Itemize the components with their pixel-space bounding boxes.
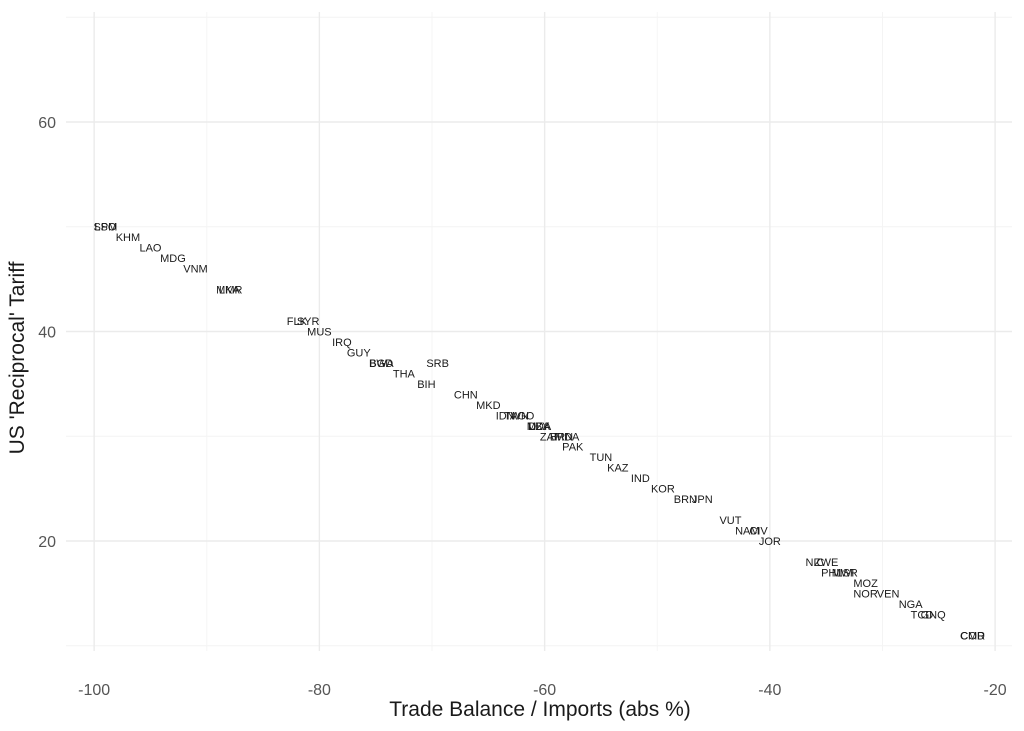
y-tick-label: 60 — [38, 115, 56, 132]
point-label-lso: LSO — [94, 222, 116, 234]
point-label-dza: DZA — [528, 421, 551, 433]
point-label-spm: SPM — [93, 222, 117, 234]
point-label-vut: VUT — [719, 515, 741, 527]
point-label-tcd: TCD — [911, 609, 934, 621]
point-label-srb: SRB — [426, 358, 449, 370]
x-tick-label: -60 — [533, 682, 556, 699]
point-label-flk: FLK — [287, 316, 308, 328]
point-label-phl: PHL — [821, 567, 842, 579]
point-label-nic: NIC — [805, 557, 824, 569]
point-label-brn: BRN — [674, 494, 697, 506]
point-label-vnm: VNM — [183, 264, 207, 276]
point-label-mus: MUS — [307, 327, 331, 339]
point-labels: LSOSPMKHMLAOMDGVNMLKAMMRFLKSYRMUSIRQGUYB… — [93, 222, 985, 643]
point-label-ven: VEN — [877, 588, 900, 600]
point-label-lka: LKA — [219, 285, 240, 297]
point-label-tun: TUN — [590, 452, 613, 464]
point-label-kor: KOR — [651, 484, 675, 496]
point-label-khm: KHM — [116, 232, 140, 244]
point-label-bgd: BGD — [369, 358, 393, 370]
y-tick-label: 40 — [38, 325, 56, 342]
y-axis-ticks: 20 40 60 — [38, 115, 56, 551]
point-label-mda: MDA — [555, 431, 580, 443]
point-label-jpn: JPN — [692, 494, 713, 506]
x-tick-label: -40 — [758, 682, 781, 699]
point-label-mwi: MWI — [832, 567, 855, 579]
point-label-idn: IDN — [496, 410, 515, 422]
point-label-cmr: CMR — [960, 630, 985, 642]
point-label-nga: NGA — [899, 599, 924, 611]
point-label-cod: COD — [960, 630, 985, 642]
point-label-irq: IRQ — [332, 337, 352, 349]
y-axis-title: US 'Reciprocal' Tariff — [6, 261, 29, 454]
x-tick-label: -80 — [308, 682, 331, 699]
point-label-chn: CHN — [454, 389, 478, 401]
point-label-mkd: MKD — [476, 400, 501, 412]
x-axis-ticks: -100 -80 -60 -40 -20 — [78, 682, 1007, 699]
point-label-syr: SYR — [297, 316, 320, 328]
point-label-bwa: BWA — [369, 358, 394, 370]
point-label-mmr: MMR — [216, 285, 242, 297]
point-label-twn: TWN — [504, 410, 529, 422]
point-label-tha: THA — [393, 368, 416, 380]
point-label-guy: GUY — [347, 347, 372, 359]
x-axis-title: Trade Balance / Imports (abs %) — [389, 698, 691, 721]
point-label-moz: MOZ — [853, 578, 878, 590]
point-label-bih: BIH — [417, 379, 435, 391]
point-label-isr: ISR — [840, 567, 858, 579]
grid — [66, 12, 1012, 651]
point-label-lao: LAO — [139, 243, 161, 255]
point-label-nam: NAM — [735, 526, 759, 538]
point-label-nor: NOR — [853, 588, 878, 600]
point-label-brn: BRN — [550, 431, 573, 443]
point-label-mdg: MDG — [160, 253, 186, 265]
y-tick-label: 20 — [38, 534, 56, 551]
point-label-zwe: ZWE — [814, 557, 838, 569]
point-label-mda: MDA — [527, 421, 552, 433]
point-label-jor: JOR — [759, 536, 781, 548]
point-label-pak: PAK — [562, 442, 584, 454]
x-tick-label: -100 — [78, 682, 110, 699]
point-label-ind: IND — [631, 473, 650, 485]
point-label-zaf: ZAF — [540, 431, 561, 443]
point-label-gnq: GNQ — [921, 609, 947, 621]
x-tick-label: -20 — [984, 682, 1007, 699]
point-label-ago: AGO — [510, 410, 535, 422]
point-label-lby: LBY — [529, 421, 550, 433]
point-label-kaz: KAZ — [607, 463, 629, 475]
point-label-civ: CIV — [749, 526, 768, 538]
